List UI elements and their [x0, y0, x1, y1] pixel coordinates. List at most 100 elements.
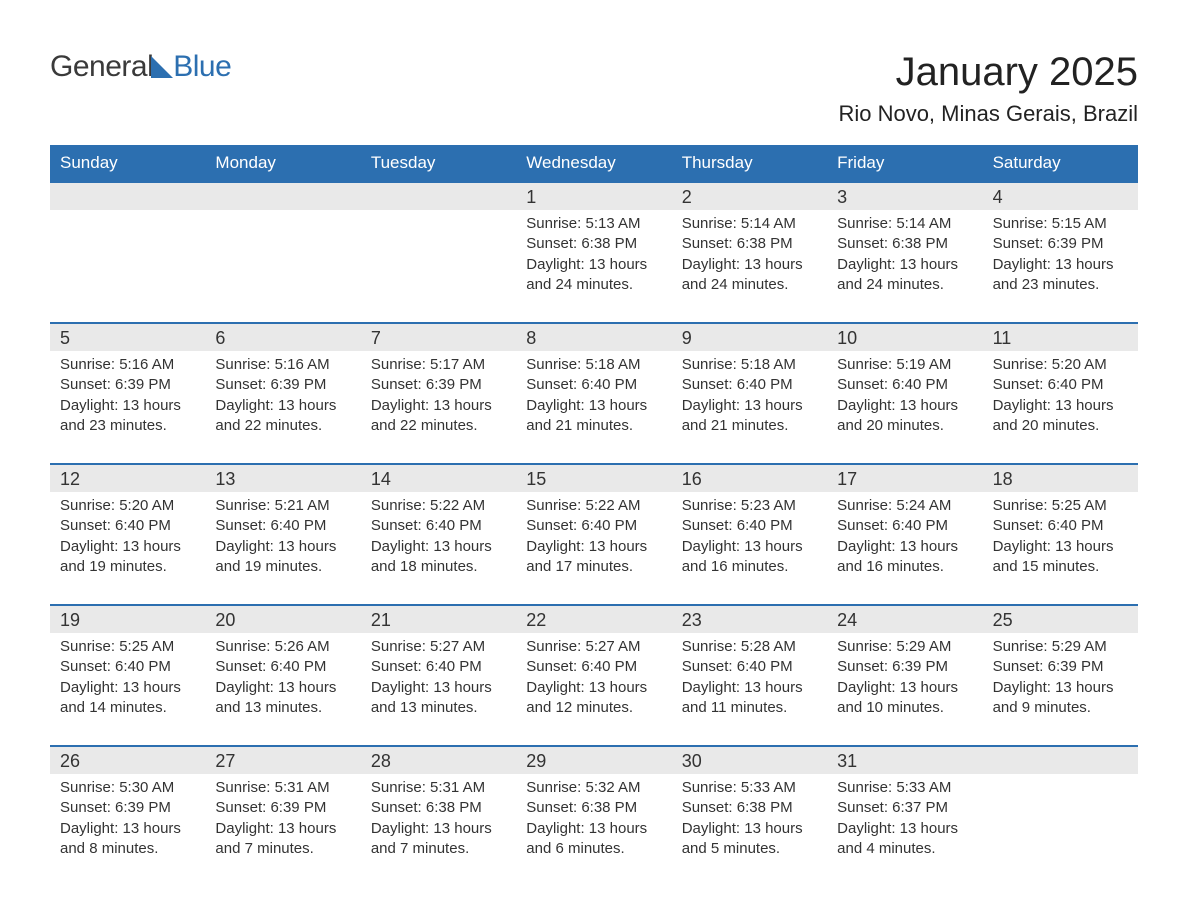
location-subtitle: Rio Novo, Minas Gerais, Brazil [838, 101, 1138, 127]
dow-monday: Monday [205, 145, 360, 181]
day-cell: Sunrise: 5:17 AMSunset: 6:39 PMDaylight:… [361, 351, 516, 463]
day-cell: Sunrise: 5:14 AMSunset: 6:38 PMDaylight:… [672, 210, 827, 322]
day-number: 30 [672, 747, 827, 774]
dow-thursday: Thursday [672, 145, 827, 181]
day-number: 25 [983, 606, 1138, 633]
sunrise-line: Sunrise: 5:33 AM [682, 778, 817, 798]
day-number: 13 [205, 465, 360, 492]
day-number: 8 [516, 324, 671, 351]
day-cell: Sunrise: 5:33 AMSunset: 6:38 PMDaylight:… [672, 774, 827, 886]
sunrise-line: Sunrise: 5:25 AM [60, 637, 195, 657]
day-cell: Sunrise: 5:15 AMSunset: 6:39 PMDaylight:… [983, 210, 1138, 322]
week-row: 1234Sunrise: 5:13 AMSunset: 6:38 PMDayli… [50, 181, 1138, 322]
sunrise-line: Sunrise: 5:27 AM [371, 637, 506, 657]
sunset-line: Sunset: 6:39 PM [215, 798, 350, 818]
day-number: 15 [516, 465, 671, 492]
sunset-line: Sunset: 6:40 PM [682, 516, 817, 536]
day-number: 22 [516, 606, 671, 633]
week-row: 567891011Sunrise: 5:16 AMSunset: 6:39 PM… [50, 322, 1138, 463]
day-cell: Sunrise: 5:20 AMSunset: 6:40 PMDaylight:… [50, 492, 205, 604]
sunrise-line: Sunrise: 5:19 AM [837, 355, 972, 375]
daylight-line: Daylight: 13 hours and 8 minutes. [60, 819, 195, 860]
sunrise-line: Sunrise: 5:28 AM [682, 637, 817, 657]
sunset-line: Sunset: 6:40 PM [526, 516, 661, 536]
day-cell: Sunrise: 5:27 AMSunset: 6:40 PMDaylight:… [361, 633, 516, 745]
day-cell: Sunrise: 5:24 AMSunset: 6:40 PMDaylight:… [827, 492, 982, 604]
day-cell: Sunrise: 5:26 AMSunset: 6:40 PMDaylight:… [205, 633, 360, 745]
day-number: 20 [205, 606, 360, 633]
sunset-line: Sunset: 6:38 PM [682, 234, 817, 254]
sunset-line: Sunset: 6:40 PM [526, 657, 661, 677]
logo-triangle-icon [151, 56, 173, 78]
day-number: 6 [205, 324, 360, 351]
sunrise-line: Sunrise: 5:31 AM [371, 778, 506, 798]
sunset-line: Sunset: 6:39 PM [837, 657, 972, 677]
month-title: January 2025 [838, 50, 1138, 95]
day-cell: Sunrise: 5:14 AMSunset: 6:38 PMDaylight:… [827, 210, 982, 322]
day-number: 31 [827, 747, 982, 774]
sunset-line: Sunset: 6:40 PM [682, 657, 817, 677]
day-cell: Sunrise: 5:30 AMSunset: 6:39 PMDaylight:… [50, 774, 205, 886]
sunrise-line: Sunrise: 5:24 AM [837, 496, 972, 516]
day-number: 1 [516, 183, 671, 210]
day-number [205, 183, 360, 210]
sunrise-line: Sunrise: 5:22 AM [371, 496, 506, 516]
day-number: 24 [827, 606, 982, 633]
day-cell: Sunrise: 5:22 AMSunset: 6:40 PMDaylight:… [361, 492, 516, 604]
day-number: 5 [50, 324, 205, 351]
day-number: 26 [50, 747, 205, 774]
dow-sunday: Sunday [50, 145, 205, 181]
calendar: SundayMondayTuesdayWednesdayThursdayFrid… [50, 145, 1138, 886]
daylight-line: Daylight: 13 hours and 20 minutes. [837, 396, 972, 437]
week-row: 19202122232425Sunrise: 5:25 AMSunset: 6:… [50, 604, 1138, 745]
day-of-week-header: SundayMondayTuesdayWednesdayThursdayFrid… [50, 145, 1138, 181]
daylight-line: Daylight: 13 hours and 11 minutes. [682, 678, 817, 719]
sunrise-line: Sunrise: 5:16 AM [60, 355, 195, 375]
day-cell: Sunrise: 5:29 AMSunset: 6:39 PMDaylight:… [827, 633, 982, 745]
title-block: January 2025 Rio Novo, Minas Gerais, Bra… [838, 50, 1138, 141]
sunset-line: Sunset: 6:40 PM [526, 375, 661, 395]
sunset-line: Sunset: 6:40 PM [215, 516, 350, 536]
day-number: 3 [827, 183, 982, 210]
daylight-line: Daylight: 13 hours and 16 minutes. [682, 537, 817, 578]
sunset-line: Sunset: 6:40 PM [837, 516, 972, 536]
daylight-line: Daylight: 13 hours and 18 minutes. [371, 537, 506, 578]
dow-friday: Friday [827, 145, 982, 181]
week-row: 262728293031Sunrise: 5:30 AMSunset: 6:39… [50, 745, 1138, 886]
day-cell [205, 210, 360, 322]
daylight-line: Daylight: 13 hours and 20 minutes. [993, 396, 1128, 437]
sunset-line: Sunset: 6:39 PM [993, 657, 1128, 677]
daylight-line: Daylight: 13 hours and 24 minutes. [526, 255, 661, 296]
sunrise-line: Sunrise: 5:32 AM [526, 778, 661, 798]
day-cell: Sunrise: 5:25 AMSunset: 6:40 PMDaylight:… [50, 633, 205, 745]
sunrise-line: Sunrise: 5:29 AM [837, 637, 972, 657]
sunset-line: Sunset: 6:38 PM [682, 798, 817, 818]
sunset-line: Sunset: 6:38 PM [837, 234, 972, 254]
sunrise-line: Sunrise: 5:29 AM [993, 637, 1128, 657]
daylight-line: Daylight: 13 hours and 7 minutes. [215, 819, 350, 860]
daylight-line: Daylight: 13 hours and 23 minutes. [60, 396, 195, 437]
day-number: 7 [361, 324, 516, 351]
sunrise-line: Sunrise: 5:21 AM [215, 496, 350, 516]
sunset-line: Sunset: 6:39 PM [60, 375, 195, 395]
daylight-line: Daylight: 13 hours and 19 minutes. [60, 537, 195, 578]
day-cell: Sunrise: 5:16 AMSunset: 6:39 PMDaylight:… [50, 351, 205, 463]
day-number: 29 [516, 747, 671, 774]
dow-tuesday: Tuesday [361, 145, 516, 181]
day-cell [50, 210, 205, 322]
daylight-line: Daylight: 13 hours and 22 minutes. [215, 396, 350, 437]
daylight-line: Daylight: 13 hours and 7 minutes. [371, 819, 506, 860]
sunrise-line: Sunrise: 5:16 AM [215, 355, 350, 375]
day-cell: Sunrise: 5:33 AMSunset: 6:37 PMDaylight:… [827, 774, 982, 886]
sunset-line: Sunset: 6:39 PM [371, 375, 506, 395]
sunset-line: Sunset: 6:40 PM [215, 657, 350, 677]
day-cell: Sunrise: 5:13 AMSunset: 6:38 PMDaylight:… [516, 210, 671, 322]
daylight-line: Daylight: 13 hours and 21 minutes. [682, 396, 817, 437]
day-number: 2 [672, 183, 827, 210]
day-cell: Sunrise: 5:29 AMSunset: 6:39 PMDaylight:… [983, 633, 1138, 745]
day-number: 12 [50, 465, 205, 492]
day-cell: Sunrise: 5:28 AMSunset: 6:40 PMDaylight:… [672, 633, 827, 745]
week-row: 12131415161718Sunrise: 5:20 AMSunset: 6:… [50, 463, 1138, 604]
sunrise-line: Sunrise: 5:15 AM [993, 214, 1128, 234]
day-number [983, 747, 1138, 774]
